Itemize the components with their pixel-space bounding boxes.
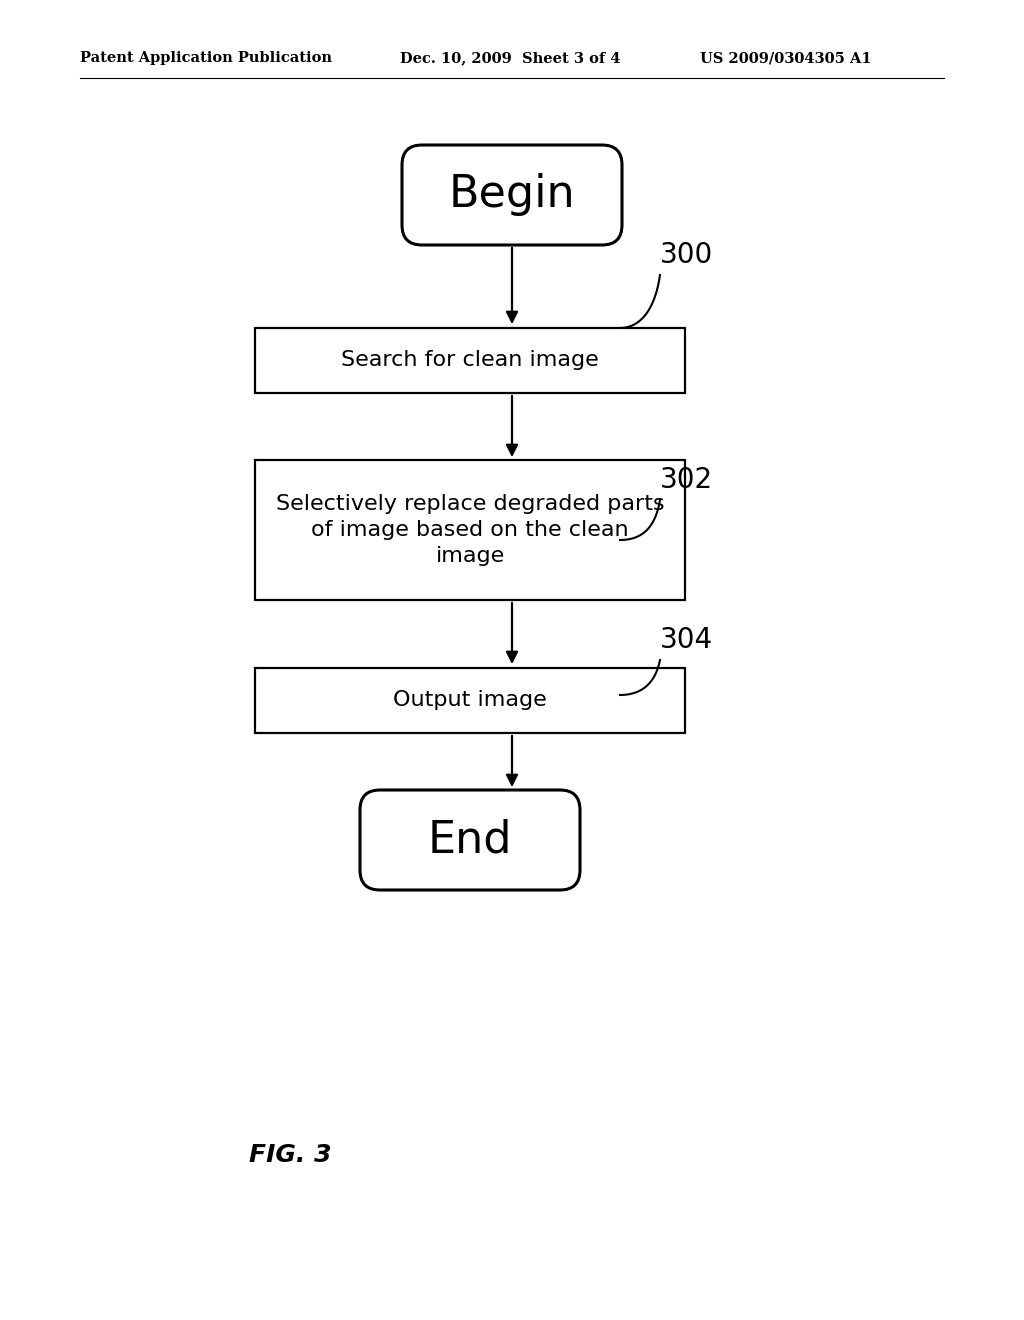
FancyBboxPatch shape <box>402 145 622 246</box>
FancyBboxPatch shape <box>360 789 580 890</box>
Text: 300: 300 <box>660 242 714 269</box>
Text: Begin: Begin <box>449 173 575 216</box>
Text: US 2009/0304305 A1: US 2009/0304305 A1 <box>700 51 871 65</box>
Bar <box>255 668 685 733</box>
Text: Output image: Output image <box>393 690 547 710</box>
Text: Search for clean image: Search for clean image <box>341 350 599 370</box>
Text: Patent Application Publication: Patent Application Publication <box>80 51 332 65</box>
Bar <box>255 459 685 601</box>
Text: End: End <box>428 818 512 862</box>
Text: 304: 304 <box>660 626 713 653</box>
Text: 302: 302 <box>660 466 713 494</box>
Text: Selectively replace degraded parts
of image based on the clean
image: Selectively replace degraded parts of im… <box>275 494 665 566</box>
Text: Dec. 10, 2009  Sheet 3 of 4: Dec. 10, 2009 Sheet 3 of 4 <box>400 51 621 65</box>
Text: FIG. 3: FIG. 3 <box>249 1143 331 1167</box>
Bar <box>255 327 685 392</box>
